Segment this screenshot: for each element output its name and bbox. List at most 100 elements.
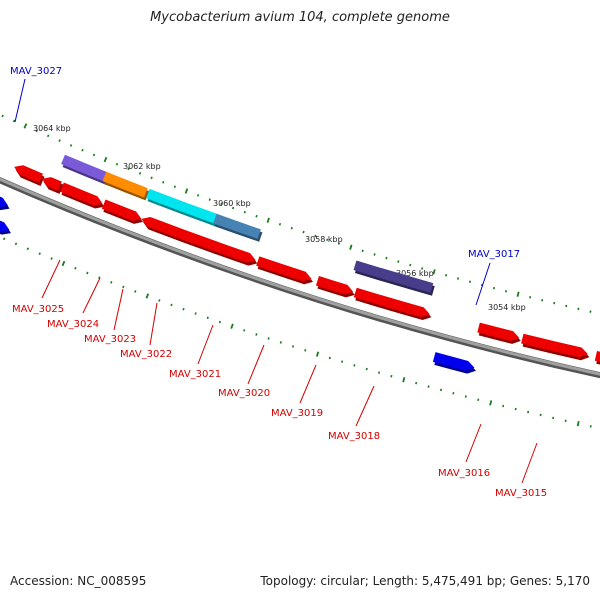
inner-tick-ring	[1, 114, 592, 313]
outer-tick-mark	[378, 371, 381, 374]
outer-tick-mark	[194, 312, 197, 315]
outer-tick-mark	[279, 341, 282, 344]
genome-summary-text: Topology: circular; Length: 5,475,491 bp…	[260, 574, 590, 588]
inner-tick-mark	[150, 176, 153, 180]
unlabeled-gene-feature-body	[315, 275, 354, 295]
inner-tick-mark	[541, 298, 544, 302]
inner-tick-mark	[35, 129, 38, 133]
gene-label-mav-3018-leader	[355, 385, 375, 427]
inner-tick-mark	[208, 198, 211, 201]
inner-tick-mark	[456, 277, 460, 280]
unlabeled-gene-feature-body	[59, 182, 103, 206]
outer-tick-mark	[255, 333, 258, 336]
outer-tick-mark	[489, 400, 493, 406]
outer-tick-mark	[243, 329, 246, 332]
inner-tick-mark	[220, 202, 223, 206]
outer-tick-ring	[3, 237, 592, 428]
gene-label-mav-3022: MAV_3022	[120, 349, 172, 360]
outer-tick-mark	[14, 242, 18, 246]
kbp-scale-labels: 3064 kbp 3062 kbp 3060 kbp 3058 kbp 3056 kbp…	[33, 124, 526, 312]
gene-mav-3022	[146, 188, 224, 228]
gene-mav-3015	[521, 333, 590, 361]
gene-mav-3015-body	[521, 333, 588, 358]
backbone-arc	[0, 177, 600, 376]
inner-tick-mark	[138, 172, 142, 175]
gene-mav-3024-body	[102, 171, 148, 198]
inner-tick-mark	[184, 188, 189, 194]
gene-label-mav-3025: MAV_3025	[12, 304, 64, 315]
outer-tick-mark	[38, 252, 41, 256]
inner-tick-mark	[115, 162, 119, 166]
unlabeled-gene-feature-body	[594, 350, 600, 362]
inner-tick-mark	[266, 217, 270, 223]
outer-tick-mark	[61, 260, 66, 267]
gene-label-mav-3024: MAV_3024	[47, 319, 99, 330]
gene-label-mav-3020: MAV_3020	[218, 388, 270, 399]
kbp-label: 3054 kbp	[488, 303, 526, 312]
kbp-label: 3060 kbp	[213, 199, 251, 208]
gene-label-mav-3020-leader	[247, 344, 265, 385]
gene-mav-3025-body	[61, 154, 111, 183]
inner-tick-mark	[432, 269, 436, 275]
gene-mav-3020	[212, 241, 258, 266]
gene-label-mav-3027-leader	[14, 78, 26, 123]
inner-tick-mark	[81, 148, 84, 152]
inner-tick-mark	[373, 253, 376, 256]
unlabeled-gene-feature-body	[101, 199, 142, 221]
unlabeled-gene-feature	[14, 165, 45, 186]
outer-tick-mark	[365, 367, 368, 371]
outer-tick-mark	[539, 413, 542, 417]
gene-mav-3027-body	[0, 220, 10, 232]
outer-tick-mark	[341, 360, 344, 363]
gene-mav-3019	[256, 256, 314, 285]
inner-tick-mark	[421, 267, 424, 270]
inner-tick-mark	[397, 260, 400, 263]
inner-tick-mark	[504, 289, 508, 293]
gene-label-mav-3017: MAV_3017	[468, 249, 520, 260]
inner-tick-mark	[480, 283, 484, 287]
inner-tick-mark	[162, 180, 165, 184]
outer-tick-mark	[427, 385, 430, 388]
gene-label-mav-3015: MAV_3015	[495, 488, 547, 499]
inner-tick-mark	[173, 185, 176, 188]
inner-tick-mark	[349, 244, 353, 250]
outer-tick-mark	[328, 356, 331, 360]
outer-tick-mark	[527, 410, 530, 414]
outer-tick-mark	[514, 407, 517, 411]
inner-tick-mark	[302, 230, 305, 234]
gene-label-mav-3025-leader	[41, 259, 61, 299]
inner-tick-mark	[290, 226, 293, 230]
gene-mav-3018-body	[353, 260, 434, 293]
outer-tick-mark	[182, 307, 185, 311]
inner-tick-mark	[1, 114, 4, 118]
inner-tick-mark	[12, 119, 16, 123]
inner-tick-mark	[529, 296, 532, 299]
outer-tick-mark	[402, 377, 406, 383]
gene-label-mav-3016: MAV_3016	[438, 468, 490, 479]
gene-label-mav-3019-leader	[299, 364, 317, 404]
gene-label-mav-3016-leader	[465, 423, 482, 463]
inner-tick-mark	[47, 134, 50, 138]
unlabeled-gene-feature-body	[42, 177, 62, 191]
unlabeled-gene-feature	[0, 196, 10, 211]
kbp-label: 3062 kbp	[123, 162, 161, 171]
unlabeled-gene-feature-body	[353, 287, 430, 318]
inner-tick-mark	[103, 156, 108, 163]
unlabeled-gene-feature	[59, 182, 105, 209]
gene-label-mav-3021-leader	[197, 324, 214, 365]
gene-mav-3020-body	[212, 241, 256, 263]
map-title: Mycobacterium avium 104, complete genome	[150, 10, 450, 25]
gene-mav-3023	[141, 216, 220, 255]
inner-tick-mark	[361, 249, 364, 253]
outer-tick-mark	[576, 421, 580, 427]
outer-tick-mark	[390, 374, 393, 378]
outer-tick-mark	[315, 351, 320, 357]
gene-label-mav-3023: MAV_3023	[84, 334, 136, 345]
gene-label-mav-3021: MAV_3021	[169, 369, 221, 380]
gene-label-mav-3019: MAV_3019	[271, 408, 323, 419]
accession-text: Accession: NC_008595	[10, 574, 147, 588]
outer-tick-mark	[353, 364, 356, 367]
inner-tick-mark	[492, 286, 496, 290]
outer-tick-mark	[110, 281, 113, 284]
